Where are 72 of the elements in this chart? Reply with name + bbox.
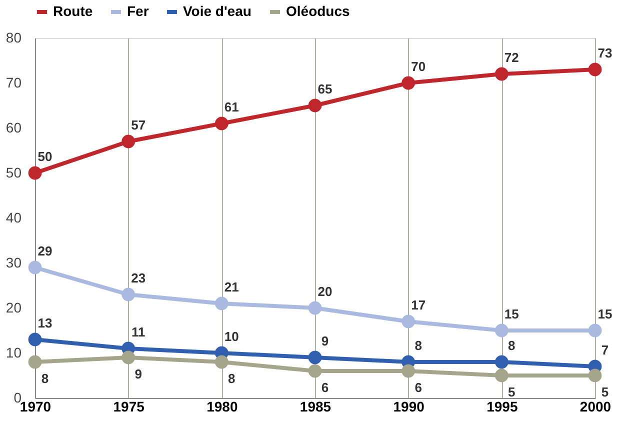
point <box>494 355 508 369</box>
data-label: 15 <box>598 306 612 322</box>
point <box>308 350 322 364</box>
data-label: 23 <box>131 270 146 286</box>
data-label: 10 <box>224 329 239 344</box>
data-label: 73 <box>598 46 612 60</box>
legend-label: Oléoducs <box>286 3 350 19</box>
data-label: 61 <box>224 100 239 114</box>
point <box>28 332 42 346</box>
point <box>588 368 602 382</box>
y-tick-label: 0 <box>14 390 22 406</box>
data-label: 21 <box>224 280 239 294</box>
point <box>494 324 508 338</box>
data-label: 65 <box>318 82 332 96</box>
data-label: 8 <box>414 338 422 353</box>
x-tick-label: 1975 <box>113 398 145 414</box>
point <box>402 76 416 90</box>
point <box>494 368 508 382</box>
y-tick-label: 10 <box>6 344 22 360</box>
point <box>402 314 416 328</box>
y-tick-label: 30 <box>6 254 22 270</box>
data-label: 70 <box>411 59 426 74</box>
data-label: 13 <box>38 316 52 330</box>
point <box>214 116 228 130</box>
x-tick-label: 1990 <box>393 398 425 414</box>
x-tick-label: 1970 <box>20 398 52 414</box>
data-label: 8 <box>228 371 236 386</box>
point <box>588 62 602 76</box>
data-label: 72 <box>504 50 519 65</box>
data-label: 11 <box>131 324 146 340</box>
data-label: 6 <box>414 380 422 395</box>
data-label: 5 <box>508 384 516 400</box>
point <box>214 355 228 369</box>
point <box>214 296 228 310</box>
data-label: 57 <box>131 118 146 132</box>
y-tick-label: 70 <box>6 74 22 90</box>
y-tick-label: 50 <box>6 164 22 180</box>
data-label: 17 <box>411 298 426 312</box>
x-tick-label: 1995 <box>486 398 518 414</box>
point <box>402 364 416 378</box>
data-label: 5 <box>601 384 609 400</box>
y-tick-label: 40 <box>6 210 22 226</box>
point <box>28 355 42 369</box>
data-label: 9 <box>134 366 142 382</box>
point <box>588 324 602 338</box>
point <box>122 134 136 148</box>
y-tick-label: 20 <box>6 300 22 316</box>
data-label: 8 <box>508 338 516 353</box>
data-label: 15 <box>504 306 519 322</box>
point <box>308 98 322 112</box>
legend-label: Route <box>53 3 93 19</box>
point <box>122 288 136 302</box>
data-label: 8 <box>41 371 49 386</box>
point <box>308 301 322 315</box>
point <box>494 67 508 81</box>
data-label: 7 <box>601 342 609 358</box>
data-label: 9 <box>321 334 329 348</box>
point <box>308 364 322 378</box>
point <box>28 166 42 180</box>
y-tick-label: 60 <box>6 120 22 136</box>
legend-label: Voie d'eau <box>183 3 252 19</box>
x-tick-label: 1985 <box>300 398 332 414</box>
point <box>28 260 42 274</box>
data-label: 6 <box>321 380 329 395</box>
legend-label: Fer <box>127 3 150 19</box>
point <box>122 350 136 364</box>
y-tick-label: 80 <box>6 30 22 46</box>
data-label: 20 <box>318 284 332 299</box>
data-label: 29 <box>38 244 52 258</box>
x-tick-label: 1980 <box>206 398 238 414</box>
x-tick-label: 2000 <box>580 398 612 414</box>
data-label: 50 <box>38 149 52 164</box>
